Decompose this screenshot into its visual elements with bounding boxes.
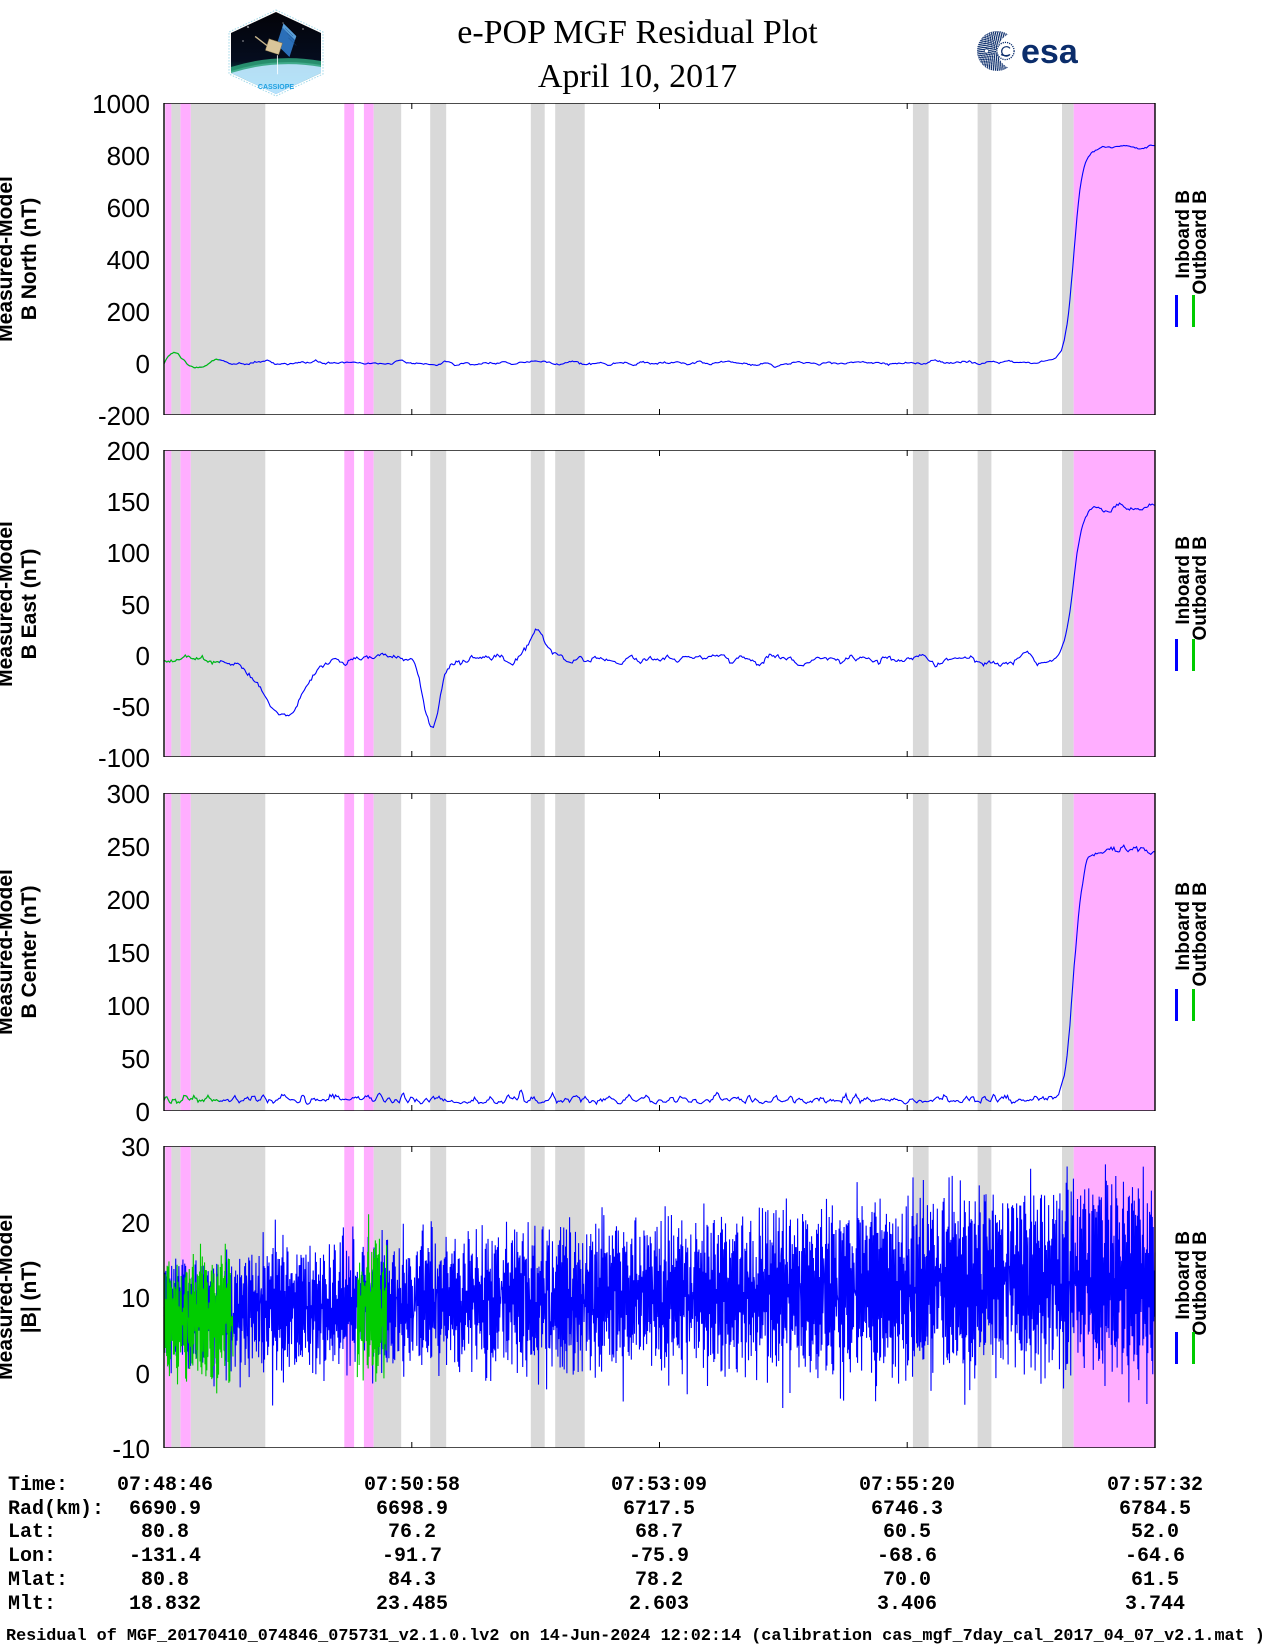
svg-text:esa: esa (1021, 33, 1079, 71)
